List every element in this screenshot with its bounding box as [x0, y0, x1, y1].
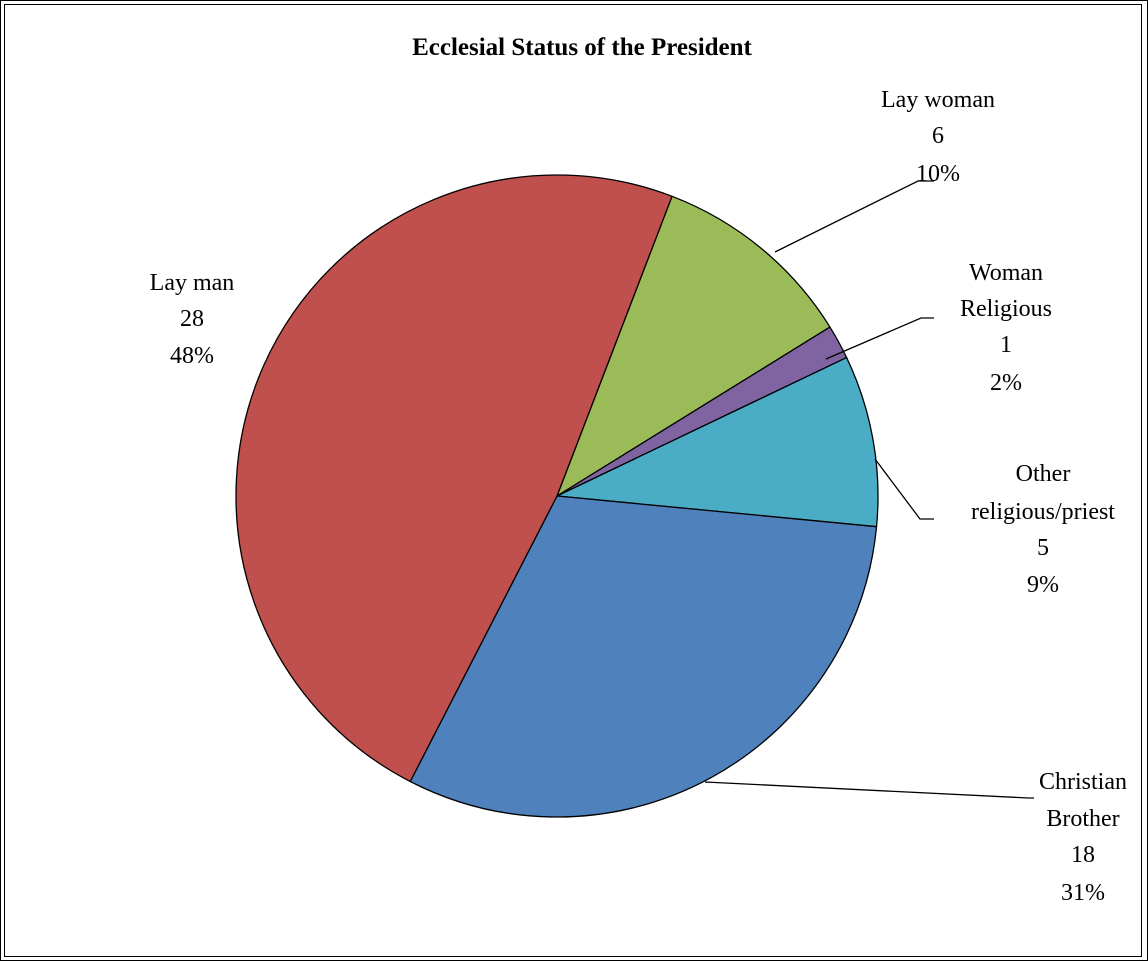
- slice-label-category: Christian: [1039, 769, 1127, 795]
- leader-lines: [704, 180, 1034, 799]
- slice-label-percent: 9%: [1027, 572, 1059, 598]
- chart-inner-border: [4, 4, 1142, 957]
- slice-label-value: 1: [1000, 332, 1012, 358]
- slice-label-category: Woman: [969, 260, 1043, 286]
- leader-line: [704, 781, 1034, 799]
- slice-label-percent: 2%: [990, 370, 1022, 396]
- slice-label-percent: 31%: [1061, 880, 1105, 906]
- slice-label-category: Other: [1016, 461, 1071, 487]
- leader-line: [825, 317, 934, 360]
- slice-label-percent: 48%: [170, 343, 214, 369]
- pie-slice-christian-brother: [409, 495, 878, 818]
- slice-label-category: Brother: [1046, 806, 1119, 832]
- leader-line: [874, 458, 934, 520]
- pie-slice-lay-woman: [556, 195, 831, 497]
- slice-label-value: 5: [1037, 535, 1049, 561]
- slice-label-value: 28: [180, 306, 204, 332]
- pie-slice-other-religious-priest: [556, 356, 879, 528]
- pie-slices: [235, 174, 879, 818]
- slice-label-category: Religious: [960, 296, 1052, 322]
- data-labels: Lay woman 6 10% Woman Religious 1 2% Other relig…: [150, 87, 1127, 906]
- slice-label-value: 6: [932, 123, 944, 149]
- slice-label-value: 18: [1071, 842, 1095, 868]
- slice-label-category: religious/priest: [971, 499, 1115, 525]
- slice-label-category: Lay man: [150, 270, 235, 296]
- leader-line: [774, 180, 934, 253]
- pie-slice-lay-man: [235, 174, 673, 783]
- slice-label-percent: 10%: [916, 161, 960, 187]
- chart-title: Ecclesial Status of the President: [412, 34, 752, 61]
- slice-label-category: Lay woman: [881, 87, 995, 113]
